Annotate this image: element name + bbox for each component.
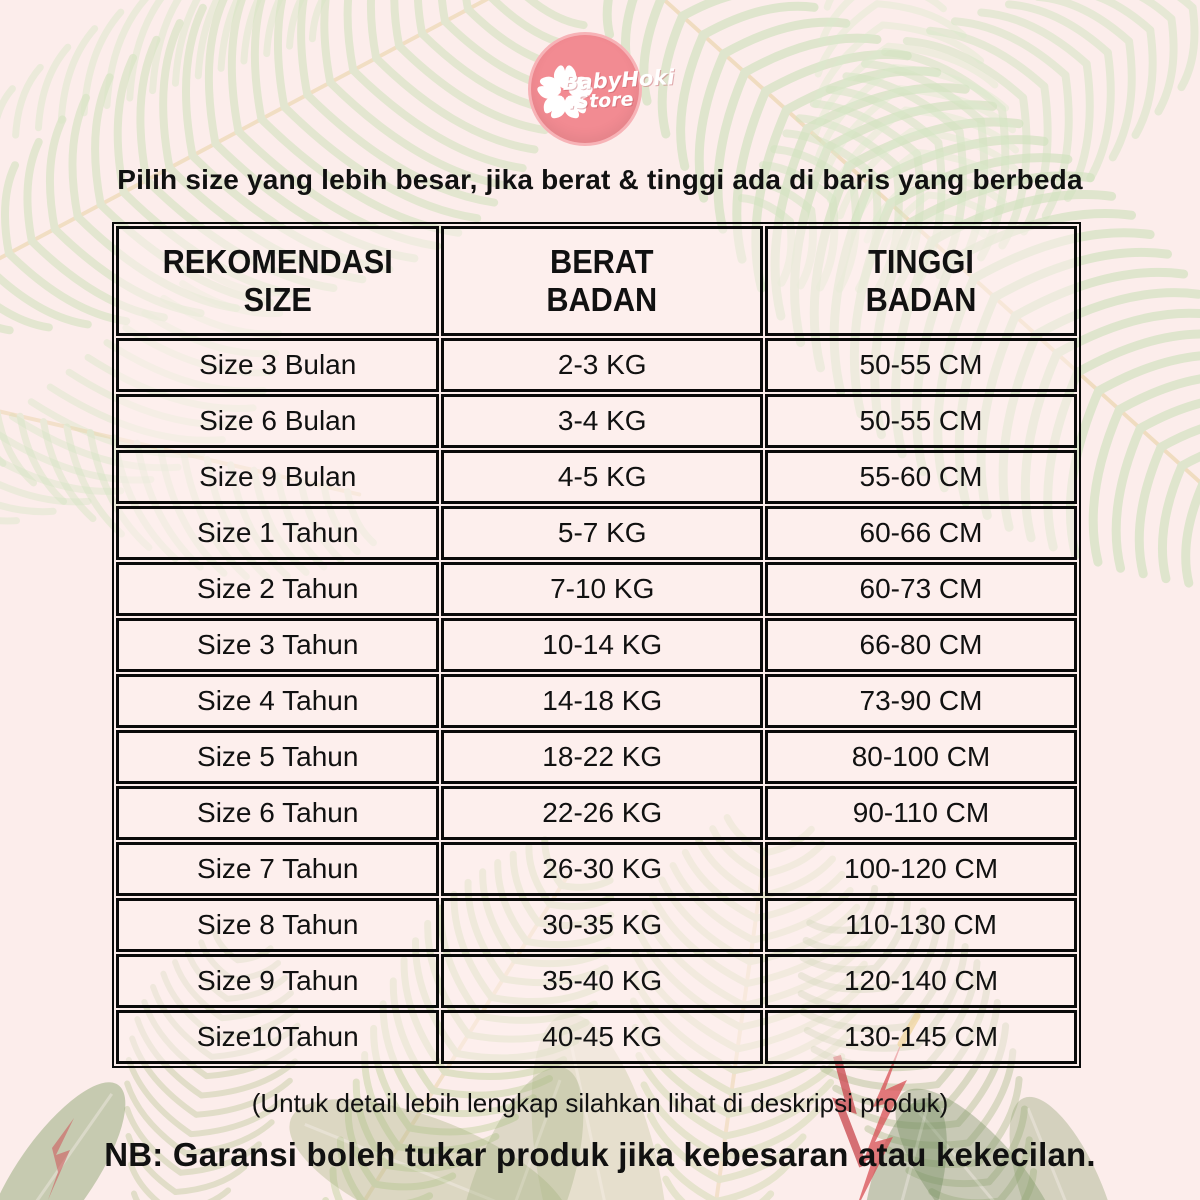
weight-cell: 5-7 KG: [441, 506, 763, 560]
header-row: REKOMENDASI SIZE BERAT BADAN TINGGI BADA…: [116, 226, 1077, 336]
height-cell: 90-110 CM: [765, 786, 1077, 840]
size-cell: Size 1 Tahun: [116, 506, 440, 560]
height-cell: 55-60 CM: [765, 450, 1077, 504]
banana-leaf: [895, 1088, 1065, 1200]
table-row: Size10Tahun 40-45 KG 130-145 CM: [116, 1010, 1077, 1064]
size-cell: Size 2 Tahun: [116, 562, 440, 616]
height-cell: 50-55 CM: [765, 338, 1077, 392]
header-line: SIZE: [243, 281, 312, 318]
size-cell: Size 7 Tahun: [116, 842, 440, 896]
table-row: Size 3 Tahun 10-14 KG 66-80 CM: [116, 618, 1077, 672]
table-row: Size 2 Tahun 7-10 KG 60-73 CM: [116, 562, 1077, 616]
height-cell: 130-145 CM: [765, 1010, 1077, 1064]
banana-leaf: [289, 1099, 571, 1200]
store-name: BabyHoki .Store: [562, 65, 675, 115]
detail-note: (Untuk detail lebih lengkap silahkan lih…: [251, 1088, 949, 1118]
banana-leaf: [0, 1082, 126, 1200]
weight-cell: 22-26 KG: [441, 786, 763, 840]
size-cell: Size 3 Tahun: [116, 618, 440, 672]
weight-cell: 2-3 KG: [441, 338, 763, 392]
table-row: Size 1 Tahun 5-7 KG 60-66 CM: [116, 506, 1077, 560]
header-line: BADAN: [865, 281, 977, 318]
sakura-flower-icon: [537, 65, 593, 119]
weight-cell: 40-45 KG: [441, 1010, 763, 1064]
banana-leaf: [531, 1013, 669, 1200]
table-row: Size 9 Tahun 35-40 KG 120-140 CM: [116, 954, 1077, 1008]
banana-leaf: [1009, 1096, 1121, 1200]
header-line: REKOMENDASI: [162, 243, 393, 281]
weight-cell: 30-35 KG: [441, 898, 763, 952]
size-cell: Size 8 Tahun: [116, 898, 440, 952]
banana-leaf: [456, 1066, 584, 1200]
size-cell: Size 6 Tahun: [116, 786, 440, 840]
table-row: Size 6 Bulan 3-4 KG 50-55 CM: [116, 394, 1077, 448]
page-title: Pilih size yang lebih besar, jika berat …: [117, 164, 1083, 195]
height-cell: 60-66 CM: [765, 506, 1077, 560]
height-cell: 80-100 CM: [765, 730, 1077, 784]
size-cell: Size 3 Bulan: [116, 338, 440, 392]
table-row: Size 6 Tahun 22-26 KG 90-110 CM: [116, 786, 1077, 840]
header-line: BERAT: [550, 243, 654, 281]
height-cell: 120-140 CM: [765, 954, 1077, 1008]
table-row: Size 4 Tahun 14-18 KG 73-90 CM: [116, 674, 1077, 728]
weight-cell: 10-14 KG: [441, 618, 763, 672]
weight-cell: 14-18 KG: [441, 674, 763, 728]
height-cell: 60-73 CM: [765, 562, 1077, 616]
height-cell: 50-55 CM: [765, 394, 1077, 448]
weight-cell: 18-22 KG: [441, 730, 763, 784]
height-cell: 100-120 CM: [765, 842, 1077, 896]
weight-cell: 4-5 KG: [441, 450, 763, 504]
weight-cell: 26-30 KG: [441, 842, 763, 896]
size-cell: Size10Tahun: [116, 1010, 440, 1064]
palm-frond: [0, 0, 335, 147]
table-row: Size 9 Bulan 4-5 KG 55-60 CM: [116, 450, 1077, 504]
weight-cell: 3-4 KG: [441, 394, 763, 448]
header-line: TINGGI: [868, 243, 974, 281]
size-cell: Size 4 Tahun: [116, 674, 440, 728]
guarantee-note: NB: Garansi boleh tukar produk jika kebe…: [104, 1136, 1096, 1173]
height-cell: 110-130 CM: [765, 898, 1077, 952]
height-cell: 73-90 CM: [765, 674, 1077, 728]
column-header-height: TINGGI BADAN: [765, 226, 1077, 336]
weight-cell: 7-10 KG: [441, 562, 763, 616]
store-name-line2: .Store: [567, 88, 635, 115]
banana-leaf: [863, 1097, 947, 1200]
size-cell: Size 9 Tahun: [116, 954, 440, 1008]
table-row: Size 7 Tahun 26-30 KG 100-120 CM: [116, 842, 1077, 896]
height-cell: 66-80 CM: [765, 618, 1077, 672]
column-header-size: REKOMENDASI SIZE: [116, 226, 440, 336]
header-line: BADAN: [546, 281, 658, 318]
table-row: Size 5 Tahun 18-22 KG 80-100 CM: [116, 730, 1077, 784]
size-cell: Size 5 Tahun: [116, 730, 440, 784]
size-cell: Size 6 Bulan: [116, 394, 440, 448]
column-header-weight: BERAT BADAN: [441, 226, 763, 336]
store-logo: BabyHoki .Store: [528, 32, 675, 146]
table-row: Size 8 Tahun 30-35 KG 110-130 CM: [116, 898, 1077, 952]
corner-flower-icon: [48, 1118, 74, 1200]
weight-cell: 35-40 KG: [441, 954, 763, 1008]
size-cell: Size 9 Bulan: [116, 450, 440, 504]
table-row: Size 3 Bulan 2-3 KG 50-55 CM: [116, 338, 1077, 392]
size-chart-table: REKOMENDASI SIZE BERAT BADAN TINGGI BADA…: [112, 222, 1081, 1068]
